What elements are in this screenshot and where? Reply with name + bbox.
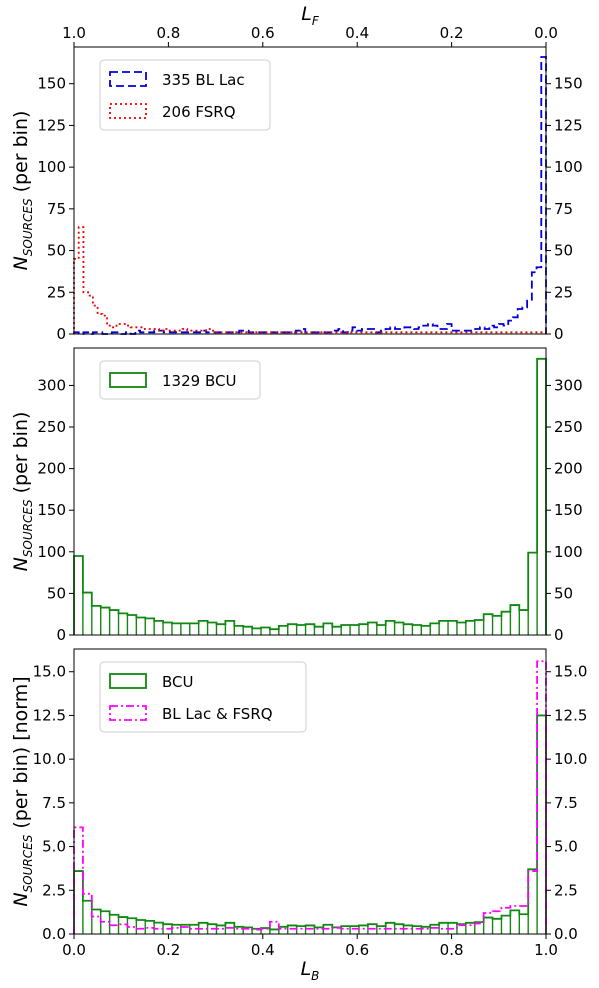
ytick-label-left: 125 [37,116,66,134]
top-xtick-label: 0.4 [345,24,369,42]
legend-swatch [109,673,147,689]
ytick-label-left: 100 [37,543,66,561]
ytick-label-left: 12.5 [33,706,66,724]
ytick-label-left: 0.0 [42,925,66,943]
xlabel-main: L [301,958,312,980]
ytick-label-right: 125 [554,116,583,134]
ylabel-bottom-main: N [10,892,32,906]
ytick-label-left: 150 [37,501,66,519]
ytick-label-left: 5.0 [42,838,66,856]
legend-box [99,360,261,400]
legend-label: BCU [162,673,193,691]
ytick-label-right: 0.0 [554,925,578,943]
ylabel-bottom: NSOURCES (per bin) [norm] [10,676,35,906]
ytick-label-left: 300 [37,376,66,394]
top-xtick-label: 0.8 [156,24,180,42]
panel-bottom: 0.0 0.02.5 2.55.0 5.07.5 7.510.0 10.012.5 12.5… [10,648,587,983]
ytick-label-right: 250 [554,418,583,436]
ytick-label-left: 10.0 [33,750,66,768]
ytick-label-right: 50 [554,584,573,602]
legend-swatch [109,372,147,388]
ytick-label-right: 5.0 [554,838,578,856]
ytick-label-right: 0 [554,325,564,343]
ytick-label-right: 100 [554,158,583,176]
ytick-label-left: 2.5 [42,881,66,899]
ytick-label-right: 0 [554,626,564,644]
ytick-label-left: 250 [37,418,66,436]
ytick-label-right: 75 [554,200,573,218]
top-xtick-label: 0.2 [440,24,464,42]
ylabel-top-main: N [10,256,32,270]
axes-frame-middle [73,347,547,636]
ylabel-bottom-rest: (per bin) [norm] [10,676,32,834]
xtick-label: 0.0 [62,941,86,959]
ytick-label-right: 12.5 [554,706,587,724]
ytick-label-right: 15.0 [554,663,587,681]
top-xtick-label: 0.0 [534,24,558,42]
xtick-label: 0.6 [345,941,369,959]
top-xlabel-main: L [301,3,312,25]
ylabel-top-rest: (per bin) [10,111,32,199]
ytick-label-left: 50 [47,242,66,260]
ylabel-middle: NSOURCES (per bin) [10,412,35,572]
ytick-label-right: 25 [554,283,573,301]
legend-label: 1329 BCU [162,372,236,390]
ytick-label-right: 10.0 [554,750,587,768]
ytick-label-right: 50 [554,242,573,260]
legend-label: 206 FSRQ [162,103,236,121]
ytick-label-left: 25 [47,283,66,301]
ytick-label-left: 0 [56,325,66,343]
xtick-label: 0.4 [251,941,275,959]
ytick-label-left: 15.0 [33,663,66,681]
ytick-label-left: 75 [47,200,66,218]
ylabel-middle-main: N [10,557,32,571]
ylabel-middle-sub: SOURCES [21,499,35,557]
series-bottom-0 [73,714,547,934]
top-xlabel: LF [301,3,320,28]
series-middle-0 [73,357,547,635]
series-top-0 [73,56,547,335]
legend-box [99,661,307,733]
legend-swatch [109,705,147,721]
ytick-label-right: 100 [554,543,583,561]
axes-frame-top [73,46,547,335]
ytick-label-left: 150 [37,75,66,93]
top-xtick-label: 1.0 [62,24,86,42]
ylabel-middle-rest: (per bin) [10,412,32,500]
series-top-1 [73,226,547,334]
ytick-label-right: 150 [554,75,583,93]
top-xtick-label: 0.6 [251,24,275,42]
ytick-label-left: 200 [37,460,66,478]
legend-top: 335 BL Lac 206 FSRQ [99,59,271,131]
ylabel-bottom-sub: SOURCES [21,834,35,892]
legend-label: 335 BL Lac [162,71,245,89]
ytick-label-left: 7.5 [42,794,66,812]
xtick-label: 0.2 [156,941,180,959]
ytick-label-right: 300 [554,376,583,394]
ylabel-top: NSOURCES (per bin) [10,111,35,271]
ylabel-top-sub: SOURCES [21,198,35,256]
xtick-label: 1.0 [534,941,558,959]
ytick-label-left: 50 [47,584,66,602]
legend-label: BL Lac & FSRQ [162,705,273,723]
ytick-label-right: 150 [554,501,583,519]
ytick-label-left: 100 [37,158,66,176]
xtick-label: 0.8 [440,941,464,959]
legend-box [99,59,271,131]
top-xlabel-sub: F [312,14,320,28]
legend-bottom: BCU BL Lac & FSRQ [99,661,307,733]
legend-middle: 1329 BCU [99,360,261,400]
ytick-label-right: 200 [554,460,583,478]
ytick-label-left: 0 [56,626,66,644]
ytick-label-right: 7.5 [554,794,578,812]
legend-swatch [109,71,147,87]
ytick-label-right: 2.5 [554,881,578,899]
xlabel: LB [301,958,320,983]
xlabel-sub: B [311,969,319,983]
axes-frame-bottom [73,648,547,935]
